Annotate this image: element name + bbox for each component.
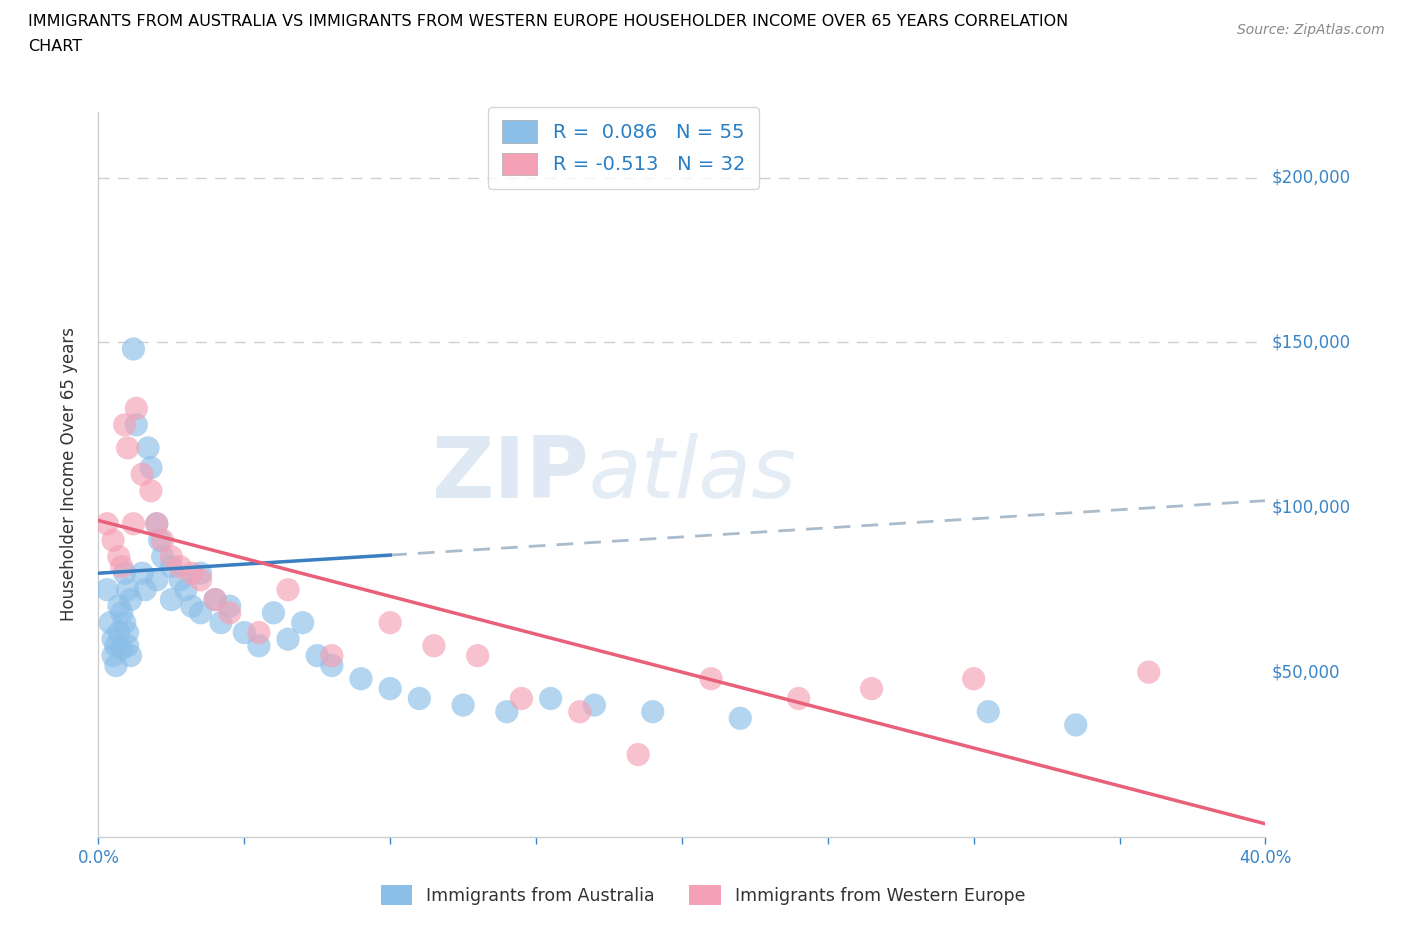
Point (108, 550, 131, 565)
Point (136, 441, 159, 456)
Point (641, 704, 664, 719)
Point (209, 616, 232, 631)
Point (247, 638, 270, 653)
Point (146, 516, 169, 531)
Point (98, 616, 121, 631)
Point (204, 592, 226, 607)
Point (540, 691, 562, 706)
Point (977, 704, 1000, 719)
Point (233, 625, 256, 640)
Point (120, 592, 142, 607)
Point (111, 559, 134, 574)
Point (146, 572, 169, 587)
Point (114, 565, 136, 580)
Legend: Immigrants from Australia, Immigrants from Western Europe: Immigrants from Australia, Immigrants fr… (374, 878, 1032, 912)
Point (380, 681, 402, 696)
Point (568, 704, 591, 719)
Text: ZIP: ZIP (430, 432, 589, 516)
Y-axis label: Householder Income Over 65 years: Householder Income Over 65 years (59, 327, 77, 621)
Point (117, 638, 139, 653)
Point (114, 418, 136, 432)
Point (131, 565, 153, 580)
Point (467, 648, 489, 663)
Point (190, 572, 212, 587)
Point (451, 698, 474, 712)
Point (627, 747, 650, 762)
Point (117, 625, 139, 640)
Point (180, 599, 202, 614)
Text: atlas: atlas (589, 432, 797, 516)
Point (101, 631, 124, 646)
Point (146, 516, 169, 531)
Point (108, 625, 131, 640)
Point (730, 711, 752, 725)
Point (104, 658, 127, 673)
Point (174, 582, 197, 597)
Point (321, 648, 343, 663)
Point (96, 516, 118, 531)
Point (125, 418, 148, 432)
Point (117, 582, 139, 597)
Point (114, 616, 136, 631)
Point (101, 533, 124, 548)
Point (169, 559, 191, 574)
Point (321, 658, 343, 673)
Point (169, 572, 191, 587)
Point (277, 631, 299, 646)
Text: $150,000: $150,000 (1271, 334, 1350, 352)
Point (160, 592, 183, 607)
Point (380, 616, 402, 631)
Point (104, 638, 127, 653)
Point (263, 605, 285, 620)
Point (160, 550, 183, 565)
Point (423, 638, 446, 653)
Point (134, 582, 156, 597)
Point (152, 550, 174, 565)
Text: Source: ZipAtlas.com: Source: ZipAtlas.com (1237, 23, 1385, 37)
Point (152, 533, 174, 548)
Point (180, 565, 202, 580)
Point (122, 341, 145, 356)
Point (218, 599, 240, 614)
Point (510, 691, 533, 706)
Text: IMMIGRANTS FROM AUSTRALIA VS IMMIGRANTS FROM WESTERN EUROPE HOUSEHOLDER INCOME O: IMMIGRANTS FROM AUSTRALIA VS IMMIGRANTS … (28, 14, 1069, 29)
Point (111, 642, 134, 657)
Point (247, 625, 270, 640)
Point (496, 704, 519, 719)
Point (117, 441, 139, 456)
Point (190, 565, 212, 580)
Text: $200,000: $200,000 (1271, 168, 1350, 187)
Point (101, 648, 124, 663)
Point (277, 582, 299, 597)
Point (700, 671, 723, 686)
Point (962, 671, 984, 686)
Point (1064, 717, 1087, 732)
Text: CHART: CHART (28, 39, 82, 54)
Point (204, 592, 226, 607)
Point (307, 648, 329, 663)
Point (111, 605, 134, 620)
Point (787, 691, 810, 706)
Point (131, 467, 153, 482)
Point (860, 681, 883, 696)
Point (122, 516, 145, 531)
Point (120, 648, 142, 663)
Point (139, 484, 162, 498)
Point (408, 691, 430, 706)
Point (125, 401, 148, 416)
Point (149, 533, 172, 548)
Legend: R =  0.086   N = 55, R = -0.513   N = 32: R = 0.086 N = 55, R = -0.513 N = 32 (488, 107, 759, 189)
Point (139, 460, 162, 475)
Point (1137, 665, 1160, 680)
Point (96, 582, 118, 597)
Text: $100,000: $100,000 (1271, 498, 1350, 516)
Text: $50,000: $50,000 (1271, 663, 1340, 681)
Point (291, 616, 314, 631)
Point (218, 605, 240, 620)
Point (583, 698, 606, 712)
Point (108, 599, 131, 614)
Point (350, 671, 373, 686)
Point (160, 559, 183, 574)
Point (190, 605, 212, 620)
